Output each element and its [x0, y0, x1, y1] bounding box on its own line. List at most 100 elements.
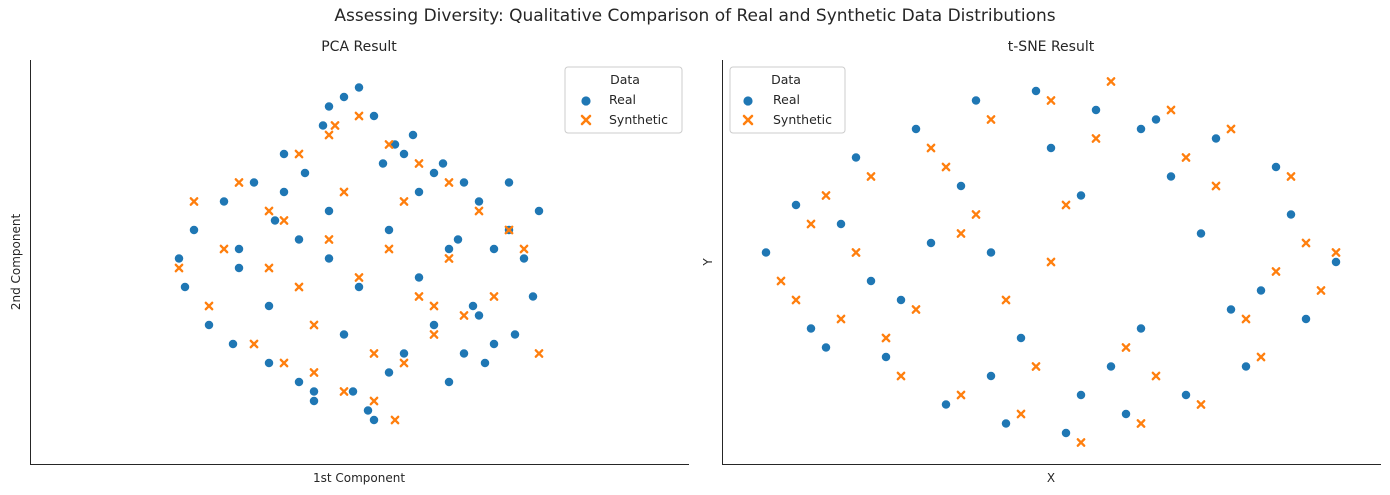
pca-legend: Data Real Synthetic [564, 66, 683, 134]
pca-real-point [474, 196, 484, 207]
tsne-synthetic-point [941, 162, 951, 172]
pca-real-point [264, 358, 274, 368]
pca-legend-box [564, 66, 683, 134]
tsne-real-point [1001, 418, 1011, 429]
pca-real-point [189, 225, 199, 235]
tsne-synthetic-point [1031, 362, 1041, 371]
tsne-legend-box [729, 66, 846, 134]
pca-points [174, 82, 544, 425]
pca-real-point [414, 187, 424, 197]
pca-real-point [399, 348, 409, 359]
pca-legend-real-marker [580, 95, 592, 107]
tsne-synthetic-point [1196, 400, 1206, 409]
tsne-synthetic-point [956, 390, 966, 400]
tsne-real-point [986, 247, 996, 258]
pca-real-point [510, 329, 520, 340]
pca-synthetic-point [309, 368, 319, 377]
tsne-legend-synthetic-label: Synthetic [773, 112, 832, 127]
tsne-real-point [1031, 86, 1041, 96]
tsne-synthetic-point [1076, 438, 1086, 447]
pca-synthetic-point [444, 178, 454, 187]
tsne-legend-synthetic-marker [742, 114, 754, 126]
pca-real-point [384, 367, 394, 378]
tsne-real-point [1181, 390, 1191, 400]
tsne-x-label: X [1047, 471, 1055, 485]
tsne-synthetic-point [1016, 409, 1026, 419]
pca-synthetic-point [339, 187, 349, 197]
tsne-synthetic-point [971, 210, 981, 219]
pca-real-point [294, 377, 304, 387]
tsne-real-point [1286, 209, 1296, 220]
pca-real-point [474, 310, 484, 321]
tsne-real-point [761, 247, 771, 258]
pca-synthetic-point [189, 197, 199, 206]
pca-synthetic-point [279, 358, 289, 368]
tsne-synthetic-point [1091, 134, 1101, 143]
tsne-real-point [821, 342, 831, 353]
tsne-real-point [851, 152, 861, 163]
tsne-real-point [1076, 190, 1086, 201]
pca-synthetic-point [384, 140, 394, 149]
tsne-synthetic-point [1331, 248, 1341, 257]
tsne-real-point [1136, 323, 1146, 334]
pca-real-point [324, 206, 334, 216]
pca-synthetic-point [474, 206, 484, 216]
pca-synthetic-point [369, 396, 379, 406]
tsne-real-point [1166, 171, 1176, 182]
pca-synthetic-point [354, 111, 364, 121]
tsne-real-point [1196, 228, 1206, 239]
pca-real-point [294, 234, 304, 245]
tsne-synthetic-point [1316, 286, 1326, 295]
tsne-real-point [1061, 428, 1071, 438]
tsne-synthetic-point [1166, 105, 1176, 115]
tsne-synthetic-point [1226, 124, 1236, 134]
pca-legend-title: Data [610, 72, 640, 87]
tsne-synthetic-point [1256, 352, 1266, 362]
pca-synthetic-point [429, 301, 439, 311]
pca-synthetic-point [369, 349, 379, 358]
tsne-panel: t-SNE Result X Y Data Real Synthetic [701, 39, 1381, 485]
pca-real-point [228, 339, 238, 349]
pca-synthetic-point [324, 130, 334, 140]
tsne-synthetic-point [1286, 172, 1296, 181]
pca-synthetic-point [519, 244, 529, 254]
pca-synthetic-point [489, 292, 499, 301]
pca-real-point [429, 168, 439, 178]
tsne-synthetic-point [806, 219, 816, 229]
pca-real-point [378, 158, 388, 169]
tsne-real-point [1241, 361, 1251, 372]
pca-legend-synthetic-label: Synthetic [609, 112, 668, 127]
tsne-real-point [956, 181, 966, 191]
tsne-real-point [1211, 133, 1221, 144]
tsne-real-point [986, 371, 996, 381]
pca-real-point [174, 253, 184, 264]
tsne-real-point [881, 352, 891, 362]
pca-title: PCA Result [321, 39, 397, 55]
pca-real-point [309, 396, 319, 406]
tsne-synthetic-point [866, 172, 876, 181]
tsne-real-point [1271, 162, 1281, 172]
tsne-synthetic-point [1046, 96, 1056, 105]
tsne-synthetic-point [986, 115, 996, 124]
pca-real-point [399, 149, 409, 159]
pca-real-point [414, 272, 424, 283]
tsne-synthetic-point [1061, 200, 1071, 210]
pca-synthetic-point [534, 349, 544, 358]
tsne-points [761, 77, 1341, 447]
pca-synthetic-point [234, 178, 244, 187]
pca-synthetic-point [279, 216, 289, 225]
tsne-real-point [1136, 124, 1146, 134]
tsne-real-point [1226, 304, 1236, 315]
pca-real-point [444, 244, 454, 254]
tsne-title: t-SNE Result [1008, 39, 1095, 55]
pca-synthetic-point [330, 121, 340, 130]
tsne-real-point [1121, 409, 1131, 419]
pca-synthetic-point [384, 244, 394, 254]
tsne-legend: Data Real Synthetic [729, 66, 846, 134]
tsne-real-point [941, 399, 951, 410]
pca-real-point [528, 291, 538, 302]
tsne-real-point [1151, 114, 1161, 125]
pca-synthetic-point [264, 206, 274, 216]
pca-synthetic-point [219, 244, 229, 254]
tsne-synthetic-point [821, 191, 831, 200]
